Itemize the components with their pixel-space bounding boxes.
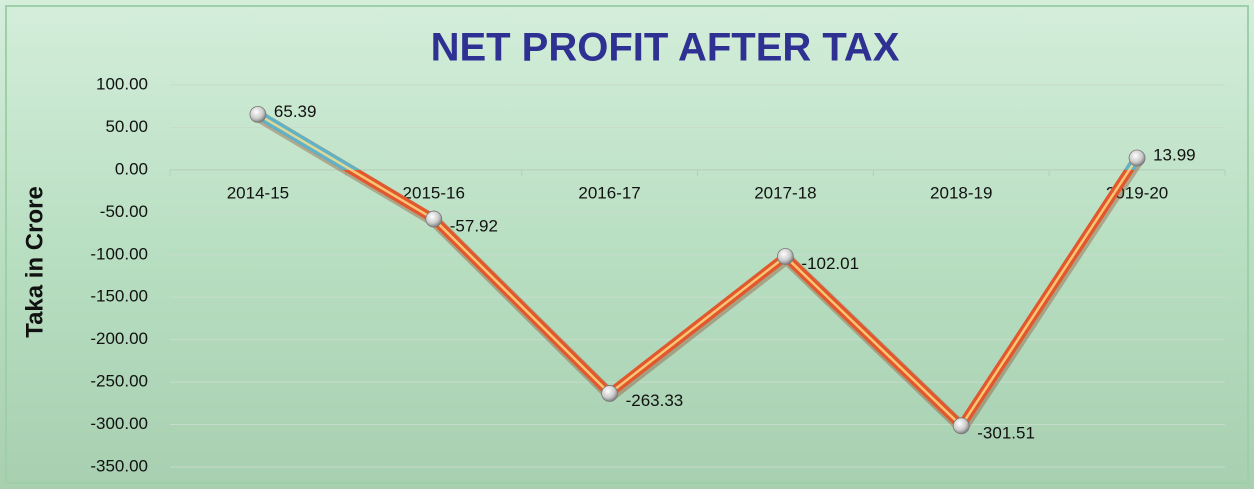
marker — [1128, 149, 1146, 167]
x-tick-label: 2015-16 — [403, 183, 465, 202]
y-tick-label: 50.00 — [105, 117, 148, 136]
data-label: -57.92 — [450, 217, 498, 236]
marker — [601, 385, 618, 402]
frame — [5, 5, 1249, 484]
y-tick-label: -50.00 — [100, 202, 148, 221]
y-tick-label: -150.00 — [90, 287, 148, 306]
data-label: -263.33 — [626, 391, 684, 410]
x-tick-label: 2016-17 — [578, 183, 640, 202]
chart-title: NET PROFIT AFTER TAX — [431, 26, 900, 70]
marker — [249, 105, 267, 123]
y-axis-title: Taka in Crore — [21, 186, 48, 338]
x-tick-label: 2014-15 — [227, 183, 289, 202]
y-tick-label: -250.00 — [90, 372, 148, 391]
y-tick-label: 100.00 — [96, 74, 148, 93]
x-tick-label: 2018-19 — [930, 183, 992, 202]
marker — [777, 248, 794, 265]
line-highlight — [257, 113, 1139, 428]
data-label: 13.99 — [1153, 145, 1196, 164]
data-label: -102.01 — [801, 254, 859, 273]
marker — [952, 417, 970, 435]
data-label: 65.39 — [274, 102, 317, 121]
y-tick-label: 0.00 — [115, 159, 148, 178]
y-tick-label: -200.00 — [90, 329, 148, 348]
data-label: -301.51 — [977, 423, 1035, 442]
y-tick-label: -300.00 — [90, 414, 148, 433]
y-tick-label: -350.00 — [90, 456, 148, 475]
marker — [425, 210, 443, 228]
y-tick-label: -100.00 — [90, 244, 148, 263]
x-tick-label: 2017-18 — [754, 183, 816, 202]
